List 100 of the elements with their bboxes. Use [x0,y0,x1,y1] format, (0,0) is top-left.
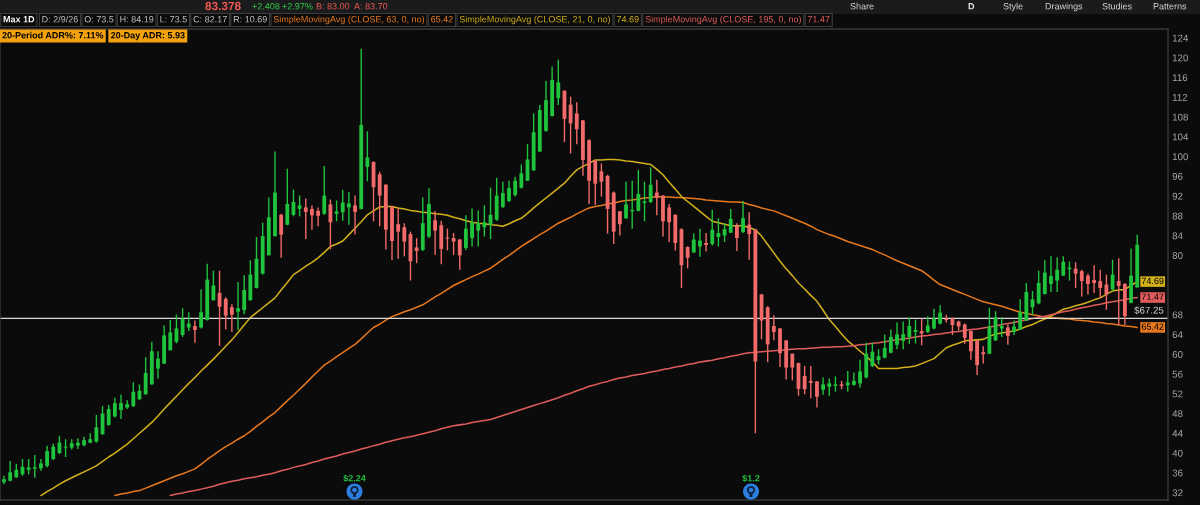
candlestick [334,199,339,222]
candlestick [119,394,123,420]
y-tick-label: 100 [1172,153,1189,161]
y-tick-label: 108 [1172,113,1188,121]
candlestick [242,274,247,315]
candlestick [451,232,456,256]
candlestick [821,376,826,396]
text: B: 83.00 [316,3,350,10]
y-tick-label: 40 [1172,449,1183,457]
annotation: 20-Period ADR%: 7.11% [2,31,104,39]
candlestick [193,319,197,344]
text: SimpleMovingAvg (CLOSE, 63, 0, no) [273,15,425,25]
candlestick [624,181,628,220]
candlestick [168,319,173,351]
candlestick [433,210,438,256]
candlestick [925,315,930,334]
candlestick [648,166,653,204]
candlestick [654,179,659,217]
y-tick-label: 96 [1172,173,1183,180]
candlestick [691,232,696,254]
text: 71.47 [807,16,830,23]
candlestick [710,209,715,247]
candlestick [734,222,739,252]
candlestick [303,197,308,240]
candlestick [464,214,468,251]
text: 65.42 [431,16,453,23]
text: SimpleMovingAvg (CLOSE, 195, 0, no) [645,15,801,25]
y-tick-label: 44 [1172,430,1183,437]
candlestick [845,370,850,393]
text: D: 2/9/26 [42,15,78,23]
y-tick-label: 64 [1172,331,1183,339]
candlestick [414,237,419,264]
candlestick [131,381,136,408]
candlestick [704,232,709,253]
data-label: 71.47 [1141,293,1164,300]
y-tick-label: 88 [1172,212,1183,220]
candlestick [340,189,345,222]
candlestick [279,213,284,259]
candlestick [76,437,80,450]
y-tick-label: 52 [1172,390,1183,398]
candlestick [802,365,807,395]
text: +2.97% [282,3,313,10]
candlestick [642,181,647,222]
annotation: $2.24 [343,474,366,482]
candlestick [346,191,351,226]
candlestick [568,96,573,155]
candlestick [353,194,357,236]
y-tick-label: 48 [1172,410,1183,418]
annotation: 20-Day ADR: 5.93 [110,32,185,41]
y-tick-label: 60 [1172,350,1183,358]
text: O: 73.5 [84,16,114,23]
candlestick [1092,264,1096,294]
y-tick-label: 80 [1172,252,1183,259]
candlestick [790,353,795,382]
candlestick [236,281,240,331]
chart-title: Max 1D [3,16,35,23]
candlestick [1098,268,1103,299]
text: 74.69 [616,16,639,23]
candlestick [45,444,50,469]
candlestick [500,181,505,209]
candlestick [143,356,148,396]
candlestick [969,329,973,361]
candlestick [519,163,524,190]
candlestick [285,168,290,226]
text: +2.408 [252,3,280,10]
candlestick [938,304,943,326]
candlestick [310,204,314,231]
text: D [968,3,975,10]
candlestick [482,204,487,238]
candlestick [112,396,117,419]
ref-line-label: $67.25 [1134,306,1164,315]
candlestick [186,311,191,332]
text: Share [850,2,874,10]
text: 83.378 [205,1,241,11]
y-tick-label: 104 [1172,133,1189,141]
text: C: 82.17 [193,16,227,23]
text: Style [1003,2,1023,12]
candlestick [593,159,598,206]
candlestick [1036,269,1041,305]
y-tick-label: 36 [1172,469,1183,477]
candlestick [211,269,216,302]
candlestick [1073,261,1078,289]
candlestick [747,211,752,261]
candlestick [297,194,302,218]
candlestick [402,222,407,258]
candlestick [685,245,690,269]
candlestick [457,238,462,271]
candlestick [907,316,912,345]
candlestick [1116,257,1121,326]
candlestick [574,101,579,145]
candlestick [396,207,401,260]
y-tick-label: 92 [1172,192,1183,200]
candlestick [106,404,111,427]
candlestick [1049,255,1053,293]
candlestick [556,58,561,106]
text: SimpleMovingAvg (CLOSE, 21, 0, no) [459,15,611,25]
candlestick [617,210,622,237]
candlestick [94,414,99,444]
text: Studies [1102,2,1132,10]
candlestick [377,171,382,227]
